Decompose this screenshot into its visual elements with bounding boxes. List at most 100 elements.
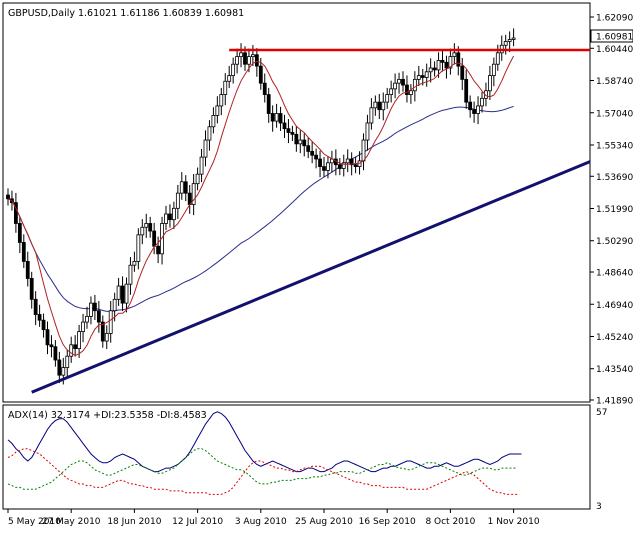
candle — [223, 73, 228, 106]
candle — [191, 173, 196, 216]
candle — [266, 87, 271, 123]
candle — [365, 114, 370, 151]
candle — [29, 271, 34, 309]
candle — [373, 95, 378, 116]
price-tick-label: 1.53690 — [596, 173, 633, 183]
candle — [337, 158, 342, 176]
last-price-marker: 1.60981 — [590, 29, 633, 43]
candle — [183, 175, 188, 202]
time-tick-label: 27 May 2010 — [42, 517, 101, 527]
price-tick-label: 1.48640 — [596, 269, 633, 279]
plus-di-line — [7, 448, 518, 490]
candle — [282, 114, 287, 138]
candle — [416, 65, 421, 87]
candle — [507, 31, 512, 53]
candle — [108, 301, 113, 343]
time-tick-label: 25 Aug 2010 — [295, 517, 353, 527]
candle — [53, 340, 58, 367]
candle — [401, 71, 405, 92]
candle — [258, 57, 263, 90]
candle — [341, 154, 346, 177]
candle — [140, 219, 145, 245]
candle — [302, 133, 307, 157]
candle — [156, 236, 161, 264]
price-axis: 1.62090 1.60440 1.58740 1.57040 1.55340 1.536… — [590, 14, 633, 407]
candle — [353, 156, 358, 174]
candle — [164, 205, 168, 231]
candle — [148, 216, 153, 238]
candle — [464, 69, 469, 109]
candle — [294, 126, 299, 152]
candle — [487, 65, 492, 101]
candle — [120, 276, 125, 312]
candle — [116, 277, 121, 306]
candle — [195, 167, 200, 191]
candle — [211, 107, 216, 134]
price-tick-label: 1.43540 — [596, 365, 633, 375]
candle — [472, 101, 477, 123]
candle — [77, 324, 81, 358]
candle — [136, 228, 141, 270]
candle — [460, 57, 465, 90]
candle — [440, 50, 445, 72]
candle — [385, 87, 390, 109]
candle — [132, 251, 137, 272]
time-tick-label: 1 Nov 2010 — [488, 517, 540, 527]
candle — [41, 313, 46, 338]
candle — [270, 105, 275, 132]
candle — [452, 43, 457, 65]
candle — [207, 120, 212, 151]
candle — [45, 321, 50, 355]
candle — [503, 34, 508, 55]
price-plot-area — [6, 28, 591, 394]
candle — [235, 48, 240, 74]
price-panel-frame — [2, 2, 591, 403]
candle — [33, 291, 38, 326]
candle — [21, 234, 26, 269]
candle — [408, 84, 413, 104]
price-tick-label: 1.51990 — [596, 205, 633, 215]
candle — [231, 57, 236, 84]
candle — [468, 95, 473, 118]
candle — [274, 103, 279, 128]
candle — [393, 73, 398, 99]
candle — [168, 204, 172, 228]
candle — [262, 73, 267, 103]
adx-plot-area — [7, 411, 522, 495]
price-tick-label: 1.41890 — [596, 397, 633, 407]
candle — [85, 306, 89, 329]
price-tick-label: 1.46940 — [596, 301, 633, 311]
candle — [124, 277, 129, 313]
candle — [314, 148, 319, 169]
adx-line — [7, 411, 522, 473]
candle — [227, 65, 232, 88]
candle — [290, 125, 295, 142]
price-tick-label: 1.45240 — [596, 333, 633, 343]
candle — [215, 96, 220, 124]
candle — [424, 63, 429, 87]
candle — [17, 216, 22, 254]
candle — [49, 335, 54, 358]
candle — [69, 336, 74, 363]
candle — [511, 28, 516, 47]
time-tick-label: 3 Aug 2010 — [235, 517, 287, 527]
candle — [96, 301, 101, 333]
candle — [318, 150, 322, 178]
adx-tick-min: 3 — [596, 502, 602, 512]
candle — [65, 349, 70, 379]
candle — [480, 91, 484, 113]
candle — [476, 96, 480, 125]
candle — [104, 325, 109, 349]
candle — [239, 43, 243, 68]
candle — [199, 148, 204, 183]
candle — [219, 87, 224, 116]
fast-moving-average-line — [7, 55, 515, 357]
candle — [81, 313, 85, 343]
candle — [73, 335, 78, 357]
candle — [25, 251, 30, 287]
candle — [448, 48, 453, 75]
candle — [405, 75, 409, 103]
candle — [428, 58, 433, 83]
candle — [37, 304, 42, 327]
